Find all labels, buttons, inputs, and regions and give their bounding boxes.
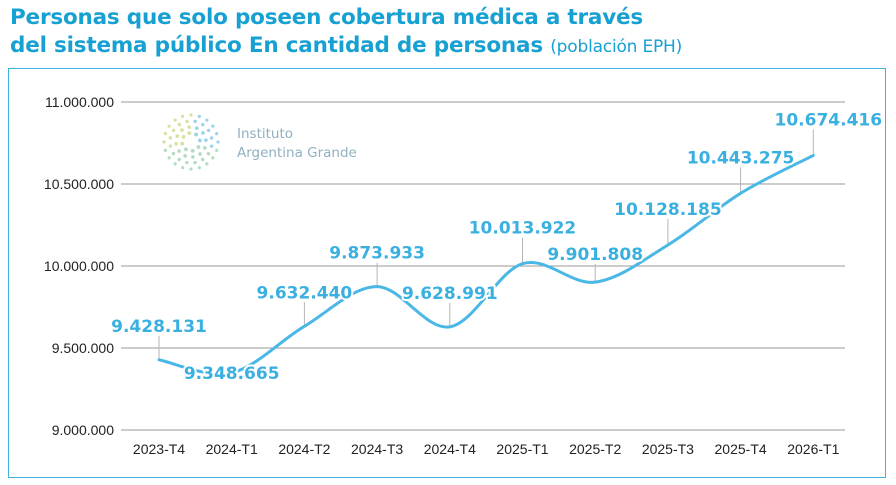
logo-dot (190, 148, 195, 153)
logo-dot (181, 114, 185, 118)
logo-dot (177, 149, 181, 153)
institute-logo: Instituto Argentina Grande (162, 113, 357, 171)
x-tick-label: 2025-T1 (496, 441, 548, 457)
logo-dot (196, 145, 201, 149)
logo-dot (201, 122, 205, 127)
logo-dot (204, 138, 208, 142)
logo-dot (185, 119, 189, 124)
logo-dot (194, 132, 198, 137)
logo-dot (187, 125, 191, 129)
chart-title-line-1: Personas que solo poseen cobertura médic… (10, 5, 644, 30)
logo-dot (189, 167, 193, 171)
logo-dot (211, 156, 215, 160)
logo-dot (185, 160, 189, 165)
grid-lines (121, 101, 845, 431)
logo-dot (168, 144, 173, 148)
y-tick-label: 10.000.000 (44, 258, 114, 274)
chart-subtitle: (población EPH) (550, 37, 683, 57)
logo-dot (171, 151, 176, 156)
x-tick-label: 2024-T4 (424, 441, 476, 457)
chart-title-line-2: del sistema público En cantidad de perso… (10, 33, 543, 58)
data-label: 10.443.275 (687, 148, 795, 168)
y-axis-tick-labels: 9.000.000 9.500.000 10.000.000 10.500.000 11… (44, 94, 114, 438)
logo-dot (177, 122, 182, 127)
logo-dot (174, 142, 178, 146)
x-tick-label: 2025-T3 (642, 441, 694, 457)
logo-dot (173, 118, 177, 122)
logo-dot (163, 132, 167, 136)
logo-dot (215, 148, 219, 152)
data-label: 9.873.933 (329, 244, 425, 264)
logo-dot (167, 124, 171, 128)
logo-dot (198, 152, 202, 156)
logo-dot (175, 134, 179, 138)
logo-dot (171, 128, 176, 132)
logo-dot (181, 135, 186, 139)
logo-dot (193, 119, 197, 124)
chart-frame (8, 68, 886, 478)
data-label: 9.628.991 (402, 284, 498, 304)
logo-dot (209, 144, 214, 148)
x-tick-label: 2024-T2 (278, 441, 330, 457)
logo-dot (183, 154, 187, 158)
data-label: 10.674.416 (775, 110, 883, 130)
x-tick-label: 2024-T1 (206, 441, 258, 457)
logo-dot (184, 147, 188, 152)
data-label: 10.013.922 (469, 219, 577, 239)
logo-dot (205, 118, 209, 122)
logo-dot (197, 138, 202, 143)
chart-title-line-2-wrap: del sistema público En cantidad de perso… (10, 32, 890, 61)
x-tick-label: 2025-T4 (715, 441, 767, 457)
data-labels: 9.428.131 9.348.665 9.632.440 9.873.933 9.62… (109, 108, 884, 385)
x-tick-label: 2024-T3 (351, 441, 403, 457)
label-leader-lines (158, 129, 814, 373)
logo-dot (193, 160, 197, 165)
y-tick-label: 9.500.000 (52, 340, 114, 356)
logo-dot (173, 162, 177, 166)
logo-dot (180, 128, 184, 132)
logo-dot (215, 132, 219, 136)
series-line (157, 153, 815, 376)
logo-dot (209, 136, 214, 140)
logo-text-line-2: Argentina Grande (237, 145, 357, 161)
logo-dot (197, 114, 201, 118)
y-tick-label: 9.000.000 (52, 422, 114, 438)
logo-text-line-1: Instituto (237, 126, 293, 142)
y-tick-label: 11.000.000 (45, 94, 114, 110)
logo-dot (191, 155, 195, 159)
logo-dot (177, 157, 181, 162)
data-label: 10.128.185 (614, 200, 722, 220)
x-tick-label: 2023-T4 (133, 441, 185, 457)
x-tick-label: 2025-T2 (569, 441, 621, 457)
logo-dot (203, 146, 207, 150)
logo-dot (167, 156, 171, 160)
logo-dot (195, 126, 199, 130)
logo-dot (197, 166, 201, 170)
logo-dot (187, 131, 192, 136)
data-label: 9.632.440 (257, 283, 353, 303)
logo-dot (162, 140, 166, 144)
y-tick-label: 10.500.000 (44, 176, 114, 192)
dotted-circle-logo-icon (162, 113, 220, 171)
logo-dot (206, 152, 211, 156)
data-label: 9.348.665 (184, 364, 280, 384)
chart-title: Personas que solo poseen cobertura médic… (10, 4, 890, 61)
logo-dot (180, 141, 185, 146)
data-label: 9.428.131 (111, 317, 207, 337)
logo-dot (163, 148, 167, 152)
data-label: 9.901.808 (547, 245, 643, 265)
logo-dot (211, 124, 215, 128)
logo-dot (189, 113, 193, 117)
logo-dot (168, 136, 173, 140)
logo-dot (201, 131, 205, 135)
logo-dot (206, 128, 211, 133)
logo-dot (205, 162, 209, 166)
x-tick-label: 2026-T1 (787, 441, 839, 457)
x-axis-tick-labels: 2023-T4 2024-T1 2024-T2 2024-T3 2024-T4 2025-… (133, 441, 840, 457)
logo-dot (181, 166, 185, 170)
logo-dot (200, 157, 205, 162)
logo-dot (216, 140, 220, 144)
